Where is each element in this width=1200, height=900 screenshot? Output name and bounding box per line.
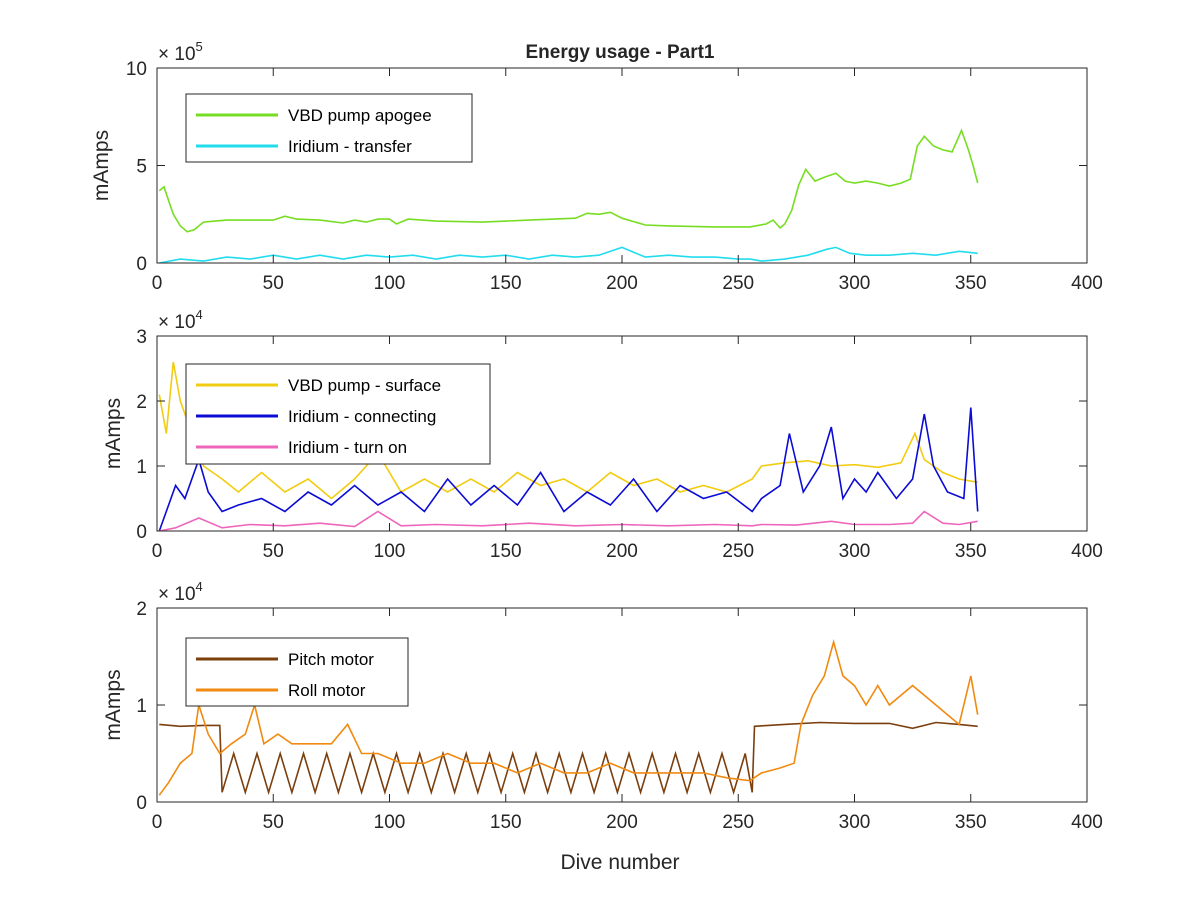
x-tick-label: 100 (374, 273, 406, 294)
legend-label: VBD pump - surface (288, 376, 441, 395)
y-exponent-label: × 105 (158, 39, 203, 65)
legend-label: Roll motor (288, 681, 366, 700)
x-tick-label: 300 (839, 273, 871, 294)
legend: VBD pump - surface Iridium - connecting Ir… (185, 363, 491, 465)
x-tick-label: 300 (839, 541, 871, 562)
x-tick-label: 150 (490, 812, 522, 833)
series-line-vbd-pump-apogee (158, 128, 979, 233)
legend-label: Iridium - turn on (288, 438, 407, 457)
y-exponent-label: × 104 (158, 307, 203, 333)
legend-label: Iridium - connecting (288, 407, 436, 426)
x-tick-label: 100 (374, 541, 406, 562)
y-tick-label: 3 (136, 327, 147, 348)
x-tick-label: 50 (263, 541, 284, 562)
subplot-2: 0 50 100 150 200 250 300 350 400 0 1 2 3 × 104 mAmps VB… (102, 307, 1103, 562)
x-tick-label: 350 (955, 273, 987, 294)
y-tick-label: 1 (136, 696, 147, 717)
x-tick-label: 250 (722, 541, 754, 562)
y-tick-label: 0 (136, 254, 147, 275)
legend: Pitch motor Roll motor (185, 637, 409, 707)
series-line-iridium-turn-on (159, 510, 978, 531)
subplot-3: 0 50 100 150 200 250 300 350 400 0 1 2 × 104 mAmps Pit… (102, 579, 1103, 833)
legend-label: Pitch motor (288, 650, 374, 669)
x-tick-label: 400 (1071, 812, 1103, 833)
y-axis-label: mAmps (102, 669, 125, 740)
x-tick-label: 0 (152, 273, 163, 294)
x-tick-label: 150 (490, 541, 522, 562)
y-tick-label: 2 (136, 392, 147, 413)
legend: VBD pump apogee Iridium - transfer (185, 93, 473, 163)
x-tick-label: 400 (1071, 541, 1103, 562)
x-tick-label: 350 (955, 812, 987, 833)
legend-label: VBD pump apogee (288, 106, 432, 125)
series-line-iridium-transfer (159, 246, 978, 263)
y-tick-label: 2 (136, 599, 147, 620)
series-line-iridium-connecting (158, 407, 979, 531)
y-tick-label: 0 (136, 793, 147, 814)
y-axis-label: mAmps (102, 398, 125, 469)
series-line-vbd-pump-surface (158, 361, 978, 500)
x-tick-label: 400 (1071, 273, 1103, 294)
x-tick-label: 200 (606, 812, 638, 833)
x-tick-label: 0 (152, 812, 163, 833)
y-tick-label: 1 (136, 457, 147, 478)
x-tick-label: 300 (839, 812, 871, 833)
legend-box (185, 93, 473, 163)
y-axis-label: mAmps (90, 130, 113, 201)
x-tick-label: 0 (152, 541, 163, 562)
y-tick-label: 10 (126, 59, 147, 80)
x-tick-label: 150 (490, 273, 522, 294)
y-tick-label: 0 (136, 522, 147, 543)
y-tick-label: 5 (136, 157, 147, 178)
figure-title: Energy usage - Part1 (525, 42, 714, 63)
x-tick-label: 50 (263, 273, 284, 294)
y-exponent-label: × 104 (158, 579, 203, 605)
x-tick-label: 250 (722, 273, 754, 294)
x-tick-label: 200 (606, 541, 638, 562)
x-tick-label: 100 (374, 812, 406, 833)
x-tick-label: 50 (263, 812, 284, 833)
x-tick-label: 350 (955, 541, 987, 562)
x-axis-label: Dive number (560, 851, 679, 874)
x-tick-label: 250 (722, 812, 754, 833)
series-line-roll-motor (158, 638, 979, 796)
legend-box (185, 637, 409, 707)
subplot-1: 0 50 100 150 200 250 300 350 400 0 5 10 × 105 mAmps VB… (90, 39, 1103, 294)
legend-label: Iridium - transfer (288, 137, 412, 156)
x-tick-label: 200 (606, 273, 638, 294)
